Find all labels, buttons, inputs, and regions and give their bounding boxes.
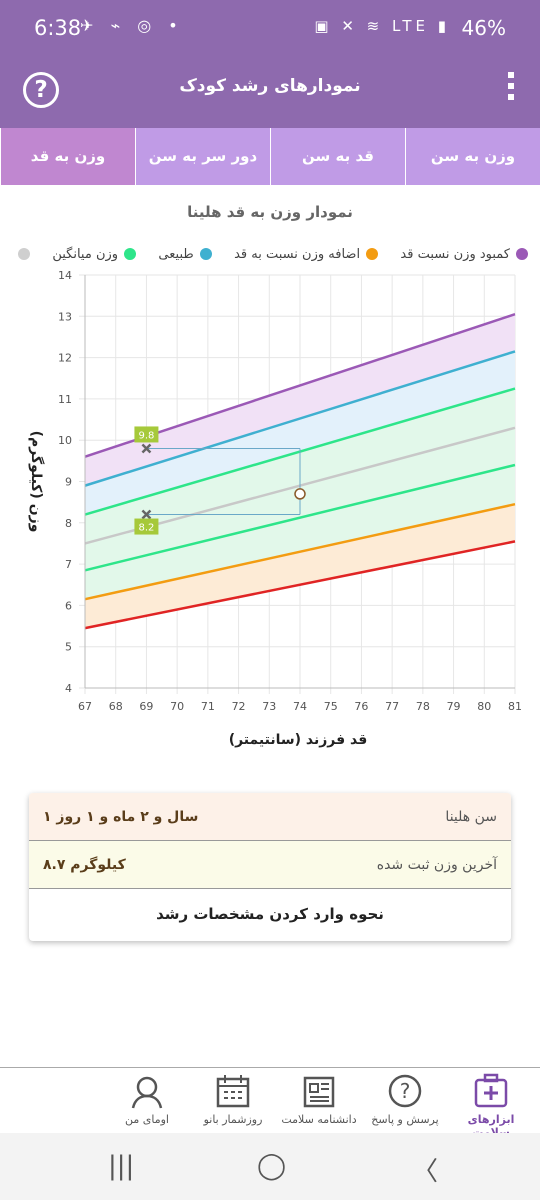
legend-label: طبیعی (158, 246, 194, 262)
nav-encyclopedia[interactable]: دانشنامه سلامت (276, 1068, 362, 1133)
system-nav-bar: ||| ◯ 〈 (0, 1133, 540, 1200)
marker-label: 9.8 (138, 430, 154, 441)
legend-label: اضافه وزن نسبت به قد (234, 246, 361, 262)
series-line (84, 502, 516, 601)
marker-label-box (134, 518, 159, 535)
age-row: ۱ سال و ۲ ماه و ۱ روز سن هلینا (29, 793, 511, 841)
help-icon[interactable]: ? (23, 72, 59, 108)
series-line (84, 540, 516, 630)
growth-guide-link[interactable]: نحوه وارد کردن مشخصات رشد (156, 905, 384, 923)
x-tick-label: 72 (232, 700, 246, 713)
legend-item[interactable]: وزن میانگین (52, 244, 137, 264)
network-label: LTE (392, 17, 429, 35)
newspaper-icon (303, 1076, 335, 1108)
y-tick-label: 7 (65, 558, 72, 571)
age-value: ۱ سال و ۲ ماه و ۱ روز (43, 808, 199, 825)
legend-item[interactable] (12, 244, 30, 264)
legend-item[interactable]: طبیعی (158, 244, 212, 264)
user-avatar-icon (131, 1076, 163, 1109)
marker-x (141, 443, 152, 454)
y-tick-label: 5 (65, 641, 72, 654)
series-line (84, 350, 516, 487)
weight-label: آخرین وزن ثبت شده (376, 856, 497, 873)
nav-health-tools[interactable]: ابزارهای سلامت (448, 1068, 534, 1139)
page-title: نمودارهای رشد کودک (179, 76, 361, 96)
legend-label: وزن میانگین (52, 246, 119, 262)
x-tick-label: 70 (170, 700, 184, 713)
x-tick-label: 73 (262, 700, 276, 713)
tab-height-for-age[interactable]: قد به سن (270, 128, 405, 185)
series-line (84, 463, 516, 572)
y-tick-label: 13 (58, 310, 72, 323)
x-tick-label: 74 (293, 700, 307, 713)
y-tick-label: 12 (58, 352, 72, 365)
y-tick-label: 9 (65, 476, 72, 489)
marker-x (141, 509, 152, 520)
x-tick-label: 78 (416, 700, 430, 713)
y-tick-label: 8 (65, 517, 72, 530)
x-tick-label: 77 (385, 700, 399, 713)
nav-label: دانشنامه سلامت (281, 1113, 357, 1126)
x-tick-label: 76 (354, 700, 368, 713)
svg-text:?: ? (400, 1079, 411, 1103)
x-tick-label: 71 (201, 700, 215, 713)
chart-title: نمودار وزن به قد هلینا (187, 203, 353, 221)
battery-level: 46% (461, 16, 506, 40)
band-fill (85, 464, 515, 600)
x-tick-label: 80 (477, 700, 491, 713)
band-fill (85, 314, 515, 486)
x-tick-label: 67 (78, 700, 92, 713)
x-tick-label: 68 (109, 700, 123, 713)
y-tick-label: 6 (65, 599, 72, 612)
app-header: ? نمودارهای رشد کودک (0, 50, 540, 128)
chart-legend: کمبود وزن نسبت قد اضافه وزن نسبت به قد ط… (12, 244, 528, 264)
status-time: 6:38 (34, 16, 82, 40)
back-icon[interactable]: 〈 (412, 1157, 439, 1187)
tab-bar: وزن به سن قد به سن دور سر به سن وزن به ق… (0, 128, 540, 185)
tab-weight-for-height[interactable]: وزن به قد (0, 128, 135, 185)
marker-label-box (134, 426, 159, 443)
weight-row: ۸.۷ کیلوگرم آخرین وزن ثبت شده (29, 841, 511, 889)
nav-calendar[interactable]: روزشمار بانو (190, 1068, 276, 1133)
question-icon: ? (388, 1074, 422, 1108)
x-tick-label: 75 (324, 700, 338, 713)
y-tick-label: 4 (65, 682, 72, 695)
x-axis-title: قد فرزند (سانتیمتر) (229, 732, 368, 748)
x-tick-label: 69 (139, 700, 153, 713)
calendar-icon (216, 1075, 250, 1108)
y-axis-title: وزن (کیلوگرم) (28, 431, 45, 533)
nav-label: پرسش و پاسخ (371, 1113, 439, 1126)
band-fill (85, 351, 515, 515)
home-icon[interactable]: ◯ (257, 1151, 287, 1181)
info-card: ۱ سال و ۲ ماه و ۱ روز سن هلینا ۸.۷ کیلوگ… (29, 793, 511, 941)
y-tick-label: 14 (58, 269, 72, 282)
nav-qa[interactable]: ? پرسش و پاسخ (362, 1068, 448, 1133)
nav-label: روزشمار بانو (203, 1113, 263, 1126)
age-label: سن هلینا (445, 808, 497, 825)
legend-label: کمبود وزن نسبت قد (400, 246, 510, 262)
growth-chart: 67 68 69 70 71 72 73 74 75 76 77 78 79 80 814567891011… (28, 269, 522, 748)
current-point (294, 488, 306, 500)
more-menu-icon[interactable] (506, 72, 516, 108)
marker-label: 8.2 (138, 523, 154, 534)
nav-profile[interactable]: اومای من (104, 1068, 190, 1133)
signal-icons: ▣ ✕ ≋ LTE ▮ (314, 17, 450, 35)
bottom-nav: ابزارهای سلامت ? پرسش و پاسخ دانشنامه سل… (0, 1067, 540, 1139)
status-bar: 6:38 ✈ ⌁ ◎ • ▣ ✕ ≋ LTE ▮ 46% (0, 0, 540, 50)
legend-item[interactable]: کمبود وزن نسبت قد (400, 244, 528, 264)
legend-item[interactable]: اضافه وزن نسبت به قد (234, 244, 379, 264)
tab-head-circumference[interactable]: دور سر به سن (135, 128, 270, 185)
y-tick-label: 10 (58, 434, 72, 447)
x-tick-label: 79 (447, 700, 461, 713)
recent-apps-icon[interactable]: ||| (108, 1151, 135, 1181)
x-tick-label: 81 (508, 700, 522, 713)
medical-kit-icon (474, 1073, 508, 1108)
tab-weight-for-age[interactable]: وزن به سن (405, 128, 540, 185)
weight-value: ۸.۷ کیلوگرم (43, 856, 126, 873)
nav-label: اومای من (125, 1113, 169, 1126)
notification-icons: ✈ ⌁ ◎ • (80, 16, 184, 35)
y-tick-label: 11 (58, 393, 72, 406)
band-fill (85, 504, 515, 629)
